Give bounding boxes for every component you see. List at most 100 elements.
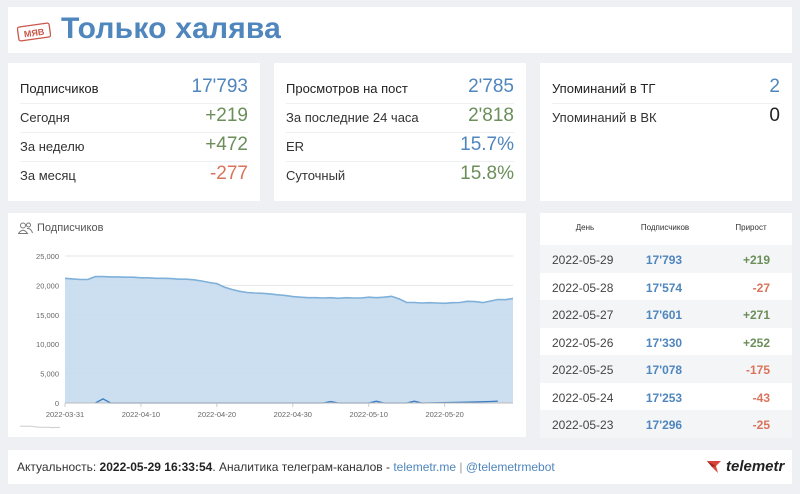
stat-value: 15.8% — [460, 163, 514, 184]
table-cell-growth: +271 — [742, 308, 770, 322]
footer-divider: | — [459, 460, 463, 474]
telemetr-logo-icon — [707, 461, 721, 473]
stat-row-er: ER 15.7% — [286, 132, 514, 161]
table-row: 2022-05-27 17'601 +271 — [540, 300, 792, 328]
divider — [286, 132, 514, 133]
x-tick-label: 2022-03-31 — [46, 410, 84, 419]
x-tick-label: 2022-04-30 — [274, 410, 312, 419]
stat-row-subscribers: Подписчиков 17'793 — [20, 74, 248, 103]
stat-value: 2'818 — [468, 105, 514, 126]
x-tick-label: 2022-05-10 — [350, 410, 388, 419]
stat-label: Просмотров на пост — [286, 81, 408, 96]
subscribers-chart: 0 5,000 10,000 15,000 20,000 25,000 2022-03-31… — [20, 252, 514, 429]
y-tick-label: 5,000 — [40, 370, 59, 379]
daily-table: День Подписчиков Прирост 2022-05-29 17'79… — [540, 213, 792, 438]
brand-logo[interactable]: telemetr — [706, 458, 785, 476]
page-header: МЯВ Только халява — [8, 7, 792, 53]
logo-text: МЯВ — [23, 27, 45, 40]
stat-value: 17'793 — [191, 76, 248, 97]
table-cell-growth: -27 — [752, 280, 770, 295]
table-row: 2022-05-28 17'574 -27 — [540, 273, 792, 301]
table-cell-date: 2022-05-29 — [552, 253, 614, 267]
table-cell-growth: -175 — [745, 363, 770, 377]
stat-label: ER — [286, 139, 305, 154]
stat-row-views-24h: За последние 24 часа 2'818 — [286, 103, 514, 132]
divider — [286, 103, 514, 104]
site-link[interactable]: telemetr.me — [393, 460, 457, 474]
table-cell-growth: +252 — [742, 335, 770, 350]
stat-label: За месяц — [20, 168, 76, 183]
stat-value: 2 — [769, 76, 780, 97]
table-row: 2022-05-24 17'253 -43 — [540, 383, 792, 411]
stat-label: Подписчиков — [20, 81, 99, 96]
table-cell-subscribers: 17'574 — [645, 280, 683, 295]
page-footer: Актуальность: 2022-05-29 16:33:54. Анали… — [8, 450, 792, 484]
divider — [20, 161, 248, 162]
stat-label: За неделю — [20, 139, 85, 154]
channel-title: Только халява — [61, 12, 282, 45]
stat-value: -277 — [209, 163, 248, 184]
table-header-subs: Подписчиков — [640, 223, 690, 232]
subscribers-card: Подписчиков 17'793 Сегодня +219 За недел… — [8, 63, 260, 201]
table-cell-subscribers: 17'793 — [645, 253, 683, 267]
table-row: 2022-05-25 17'078 -175 — [540, 355, 792, 383]
table-cell-subscribers: 17'601 — [645, 308, 683, 322]
stat-label: Суточный — [286, 168, 346, 183]
stat-row-views-per-post: Просмотров на пост 2'785 — [286, 74, 514, 103]
divider — [20, 103, 248, 104]
table-header-growth: Прирост — [735, 223, 767, 232]
table-cell-date: 2022-05-25 — [552, 363, 614, 377]
y-tick-label: 0 — [55, 399, 59, 408]
divider — [20, 132, 248, 133]
stat-row-mentions-vk: Упоминаний в ВК 0 — [552, 103, 780, 132]
x-tick-label: 2022-04-10 — [122, 410, 160, 419]
stat-row-today: Сегодня +219 — [20, 103, 248, 132]
stat-row-week: За неделю +472 — [20, 132, 248, 161]
stat-label: Упоминаний в ВК — [552, 110, 657, 125]
divider — [286, 161, 514, 162]
footer-text: Актуальность: 2022-05-29 16:33:54. Анали… — [17, 460, 555, 474]
chart-card: Подписчиков 0 5,000 10,000 15,000 20,000 25,0… — [8, 213, 526, 437]
brand-name: telemetr — [726, 458, 785, 475]
y-tick-label: 25,000 — [36, 252, 59, 261]
table-row: 2022-05-26 17'330 +252 — [540, 328, 792, 356]
actuality-timestamp: 2022-05-29 16:33:54 — [99, 460, 213, 474]
views-card: Просмотров на пост 2'785 За последние 24… — [274, 63, 526, 201]
navigator-line — [20, 425, 61, 429]
chart-title: Подписчиков — [37, 222, 104, 234]
table-cell-growth: -43 — [752, 390, 770, 405]
subscribers-line — [64, 275, 514, 305]
stat-value: 15.7% — [460, 134, 514, 155]
table-cell-subscribers: 17'253 — [645, 390, 683, 405]
table-cell-subscribers: 17'078 — [645, 363, 683, 377]
table-cell-date: 2022-05-27 — [552, 308, 614, 322]
stat-label: Сегодня — [20, 110, 70, 125]
stat-row-mentions-tg: Упоминаний в ТГ 2 — [552, 74, 780, 103]
divider — [552, 103, 780, 104]
table-row: 2022-05-29 17'793 +219 — [540, 245, 792, 273]
x-tick-label: 2022-05-20 — [425, 410, 463, 419]
channel-logo: МЯВ — [17, 22, 51, 42]
table-cell-subscribers: 17'330 — [645, 335, 683, 350]
y-tick-label: 20,000 — [36, 281, 59, 290]
stat-value: 2'785 — [468, 76, 514, 97]
subscribers-area — [65, 276, 513, 403]
table-cell-date: 2022-05-23 — [552, 418, 614, 432]
stat-row-daily-er: Суточный 15.8% — [286, 161, 514, 190]
stat-row-month: За месяц -277 — [20, 161, 248, 190]
stat-value: 0 — [769, 105, 780, 126]
stat-value: +219 — [205, 105, 248, 126]
table-cell-date: 2022-05-28 — [552, 280, 614, 295]
stat-label: Упоминаний в ТГ — [552, 81, 656, 96]
table-row: 2022-05-23 17'296 -25 — [540, 410, 792, 438]
table-header-day: День — [575, 223, 595, 232]
footer-description: . Аналитика телеграм-каналов - — [212, 460, 390, 474]
stat-label: За последние 24 часа — [286, 110, 419, 125]
table-cell-growth: -25 — [752, 418, 770, 432]
table-cell-date: 2022-05-24 — [552, 390, 614, 405]
bot-link[interactable]: @telemetrmebot — [465, 460, 555, 474]
y-tick-label: 15,000 — [36, 311, 59, 320]
y-tick-label: 10,000 — [36, 340, 59, 349]
stat-value: +472 — [205, 134, 248, 155]
table-cell-date: 2022-05-26 — [552, 335, 614, 350]
